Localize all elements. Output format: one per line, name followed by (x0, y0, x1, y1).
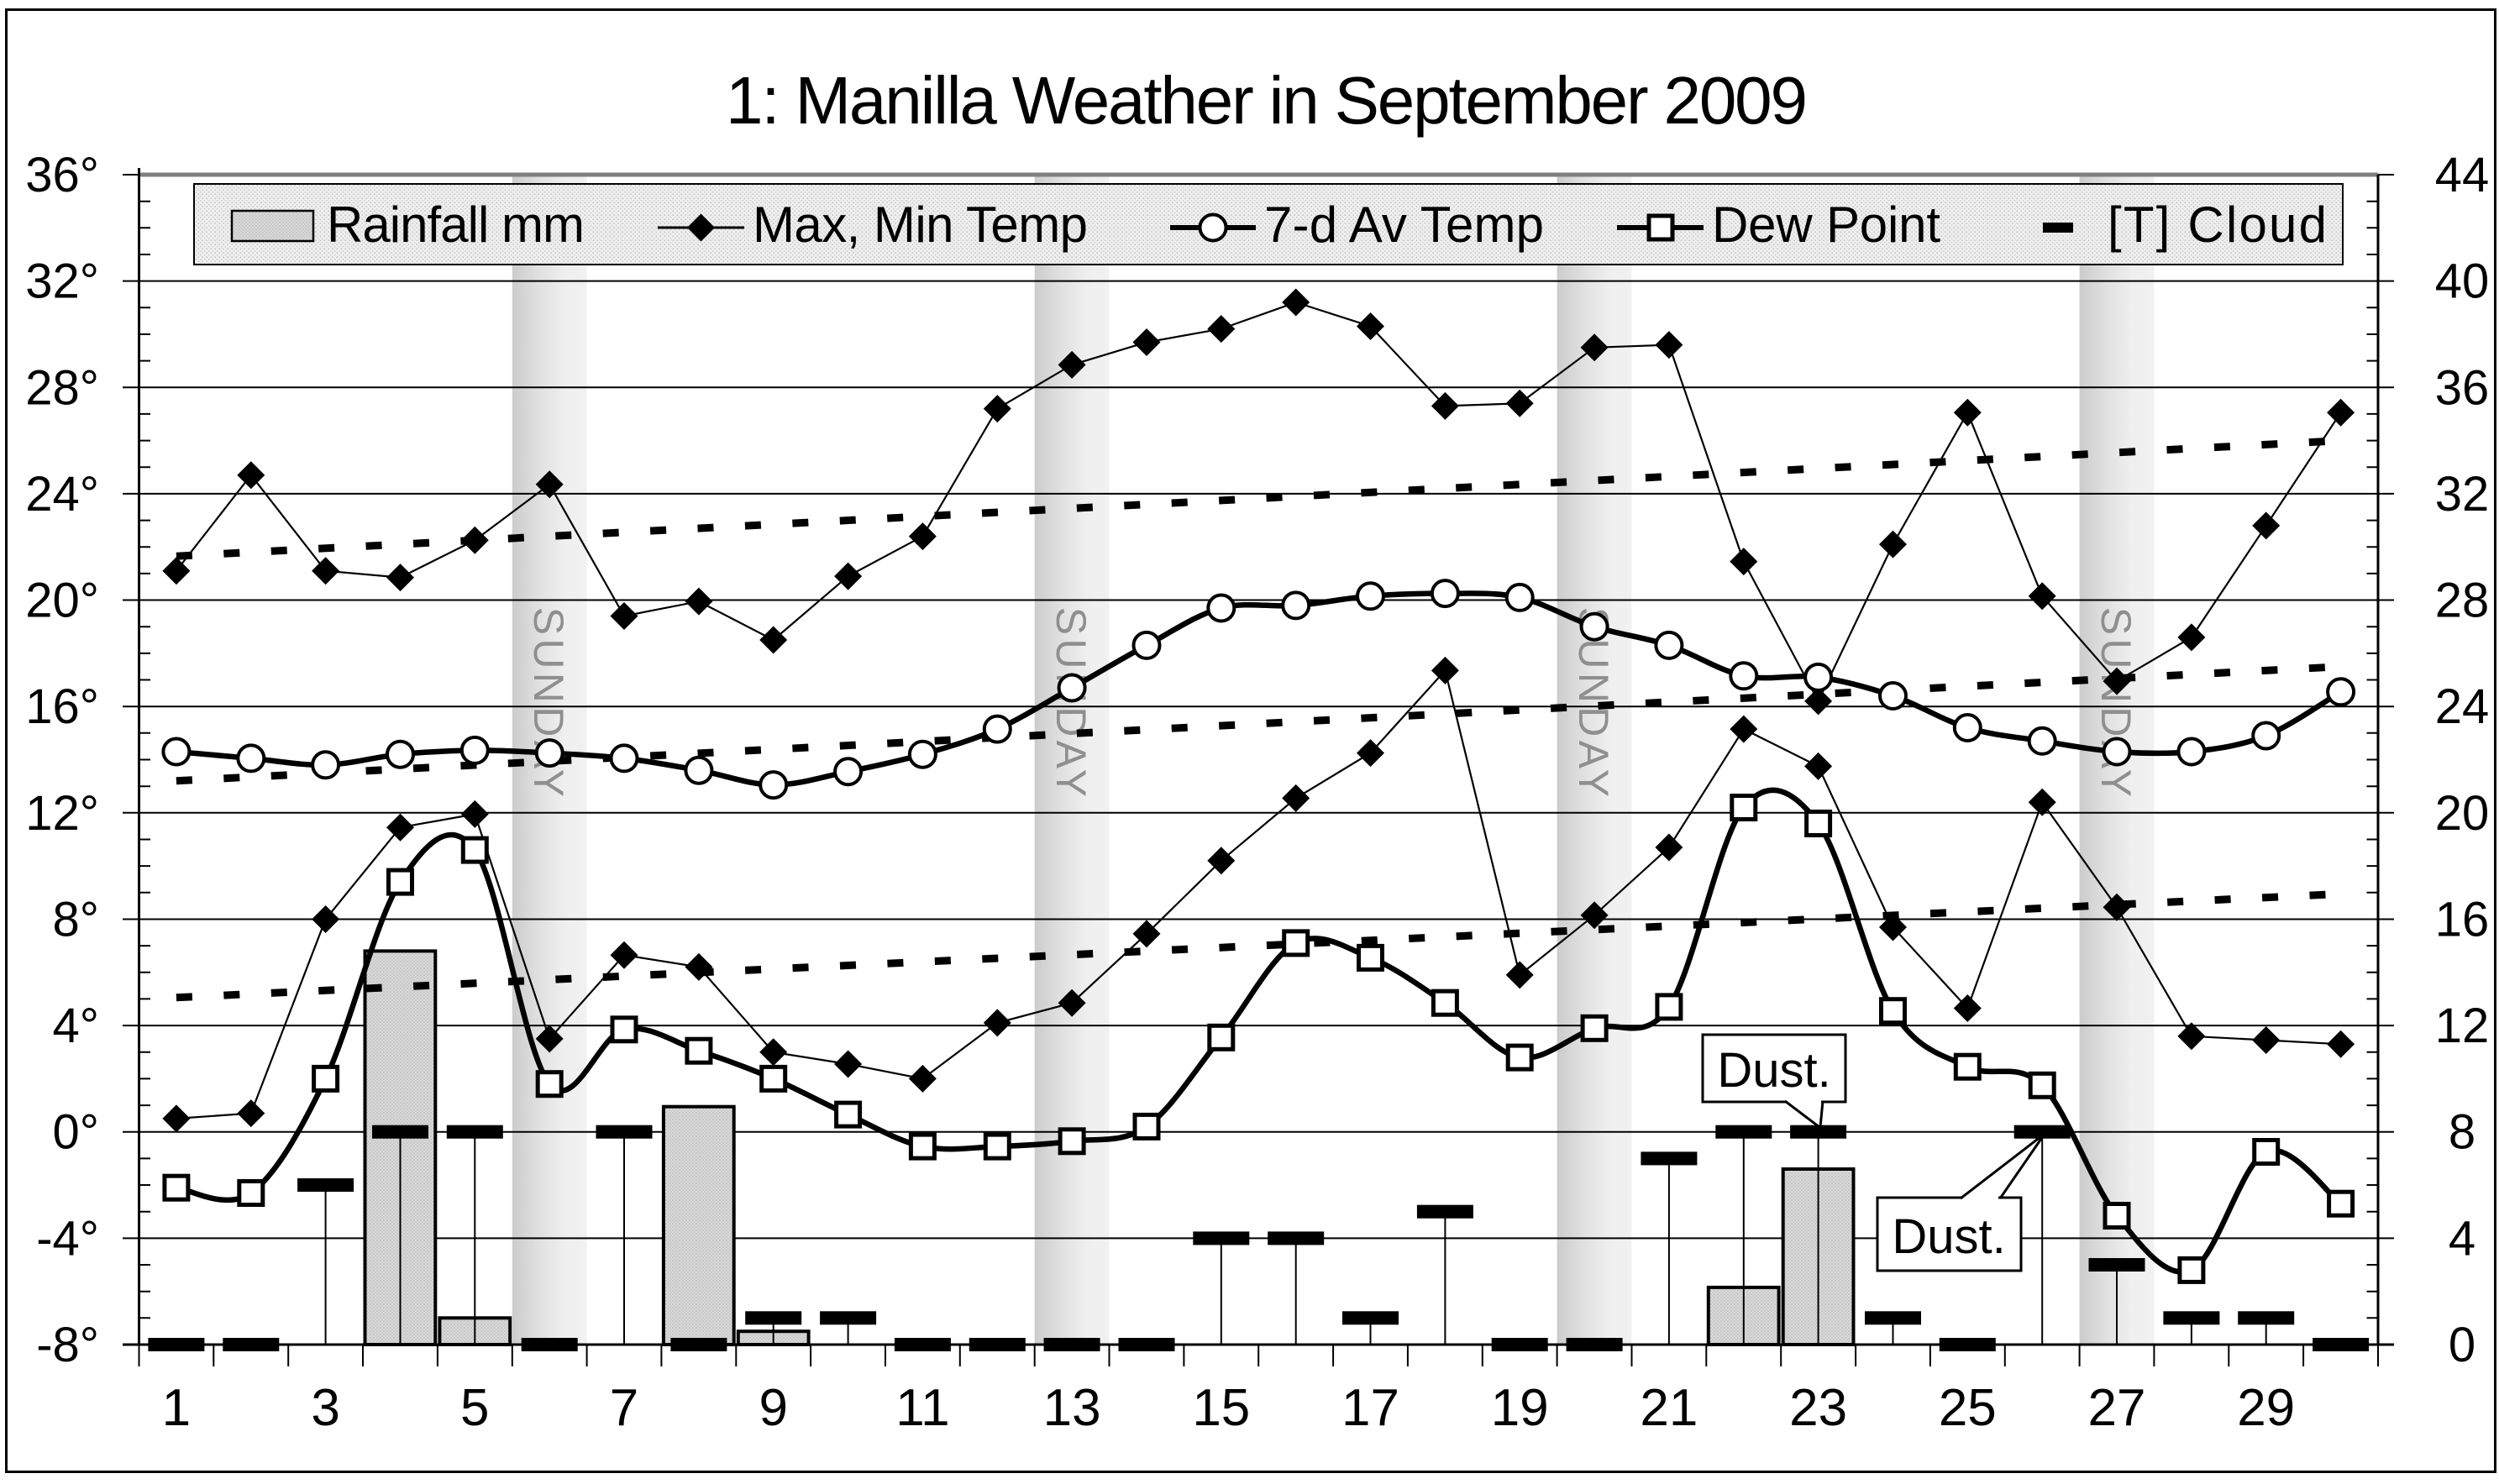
svg-text:7: 7 (610, 1379, 638, 1437)
svg-text:-4°: -4° (36, 1211, 99, 1266)
svg-text:15: 15 (1192, 1379, 1250, 1437)
svg-text:24°: 24° (25, 467, 99, 522)
svg-text:13: 13 (1043, 1379, 1101, 1437)
svg-text:28: 28 (2435, 574, 2490, 628)
svg-text:21: 21 (1640, 1379, 1698, 1437)
svg-text:4: 4 (2449, 1211, 2475, 1266)
svg-text:32°: 32° (25, 254, 99, 309)
svg-text:8°: 8° (53, 893, 99, 947)
svg-text:Dew Point: Dew Point (1712, 197, 1940, 253)
svg-text:12°: 12° (25, 786, 99, 841)
svg-text:16°: 16° (25, 679, 99, 734)
svg-text:24: 24 (2435, 679, 2490, 734)
svg-text:17: 17 (1341, 1379, 1399, 1437)
svg-text:SUNDAY: SUNDAY (2092, 607, 2139, 800)
svg-text:19: 19 (1491, 1379, 1549, 1437)
svg-text:Dust.: Dust. (1717, 1043, 1830, 1098)
svg-text:1: 1 (162, 1379, 191, 1437)
svg-text:28°: 28° (25, 360, 99, 415)
svg-text:11: 11 (895, 1379, 949, 1437)
svg-text:8: 8 (2449, 1105, 2475, 1160)
svg-text:Max, Min Temp: Max, Min Temp (753, 197, 1088, 253)
svg-text:36°: 36° (25, 148, 99, 202)
svg-text:20°: 20° (25, 574, 99, 628)
svg-text:SUNDAY: SUNDAY (525, 607, 572, 800)
svg-text:4°: 4° (53, 999, 99, 1053)
svg-text:40: 40 (2435, 254, 2490, 309)
svg-text:0°: 0° (53, 1105, 99, 1160)
svg-text:1: Manilla Weather in Septembe: 1: Manilla Weather in September 2009 (726, 63, 1808, 138)
svg-text:[T] Cloud: [T] Cloud (2108, 197, 2327, 253)
svg-text:Rainfall mm: Rainfall mm (327, 197, 585, 253)
svg-text:20: 20 (2435, 786, 2490, 841)
svg-text:27: 27 (2088, 1379, 2146, 1437)
svg-text:Dust.: Dust. (1892, 1209, 2005, 1264)
svg-text:25: 25 (1939, 1379, 1997, 1437)
svg-text:3: 3 (311, 1379, 339, 1437)
svg-text:36: 36 (2435, 360, 2490, 415)
svg-text:23: 23 (1789, 1379, 1847, 1437)
svg-text:9: 9 (759, 1379, 787, 1437)
svg-text:SUNDAY: SUNDAY (1047, 607, 1095, 800)
svg-text:5: 5 (460, 1379, 489, 1437)
svg-text:-8°: -8° (36, 1318, 99, 1372)
svg-text:29: 29 (2237, 1379, 2295, 1437)
svg-text:44: 44 (2435, 148, 2490, 202)
svg-text:16: 16 (2435, 893, 2490, 947)
svg-text:32: 32 (2435, 467, 2490, 522)
svg-text:7-d Av Temp: 7-d Av Temp (1264, 197, 1544, 253)
svg-text:0: 0 (2449, 1318, 2475, 1372)
svg-text:12: 12 (2435, 999, 2490, 1053)
